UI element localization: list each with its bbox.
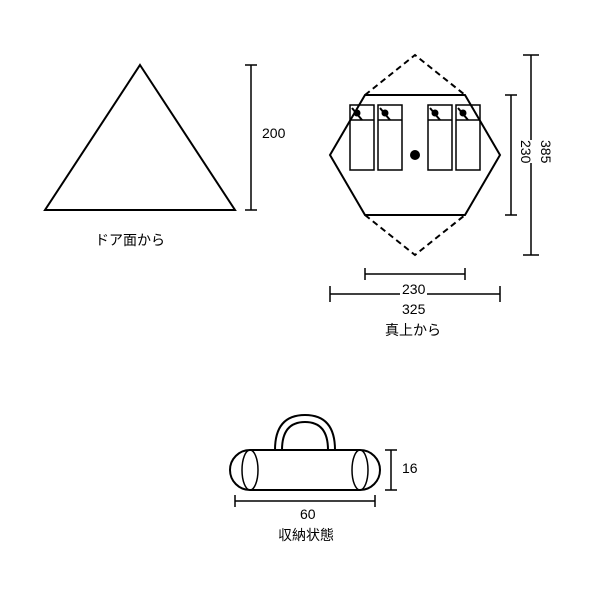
side-view-label: ドア面から	[95, 230, 165, 250]
top-view: 230 325 230 385 真上から	[300, 40, 530, 270]
top-outer-depth: 385	[538, 140, 554, 163]
side-view: 200 ドア面から	[40, 60, 240, 220]
bag-height-value: 16	[402, 460, 418, 476]
side-height-value: 200	[262, 125, 285, 141]
bag-view-label: 収納状態	[278, 525, 334, 545]
top-view-svg	[300, 40, 530, 270]
side-view-svg	[40, 60, 240, 220]
bag-view: 16 60 収納状態	[220, 400, 390, 500]
bag-height-dim	[385, 400, 415, 500]
top-inner-width: 230	[400, 281, 427, 297]
top-view-label: 真上から	[385, 320, 441, 340]
top-outer-width: 325	[400, 301, 427, 317]
bag-width-value: 60	[298, 506, 318, 522]
top-inner-depth: 230	[518, 140, 534, 163]
bag-view-svg	[220, 400, 390, 500]
